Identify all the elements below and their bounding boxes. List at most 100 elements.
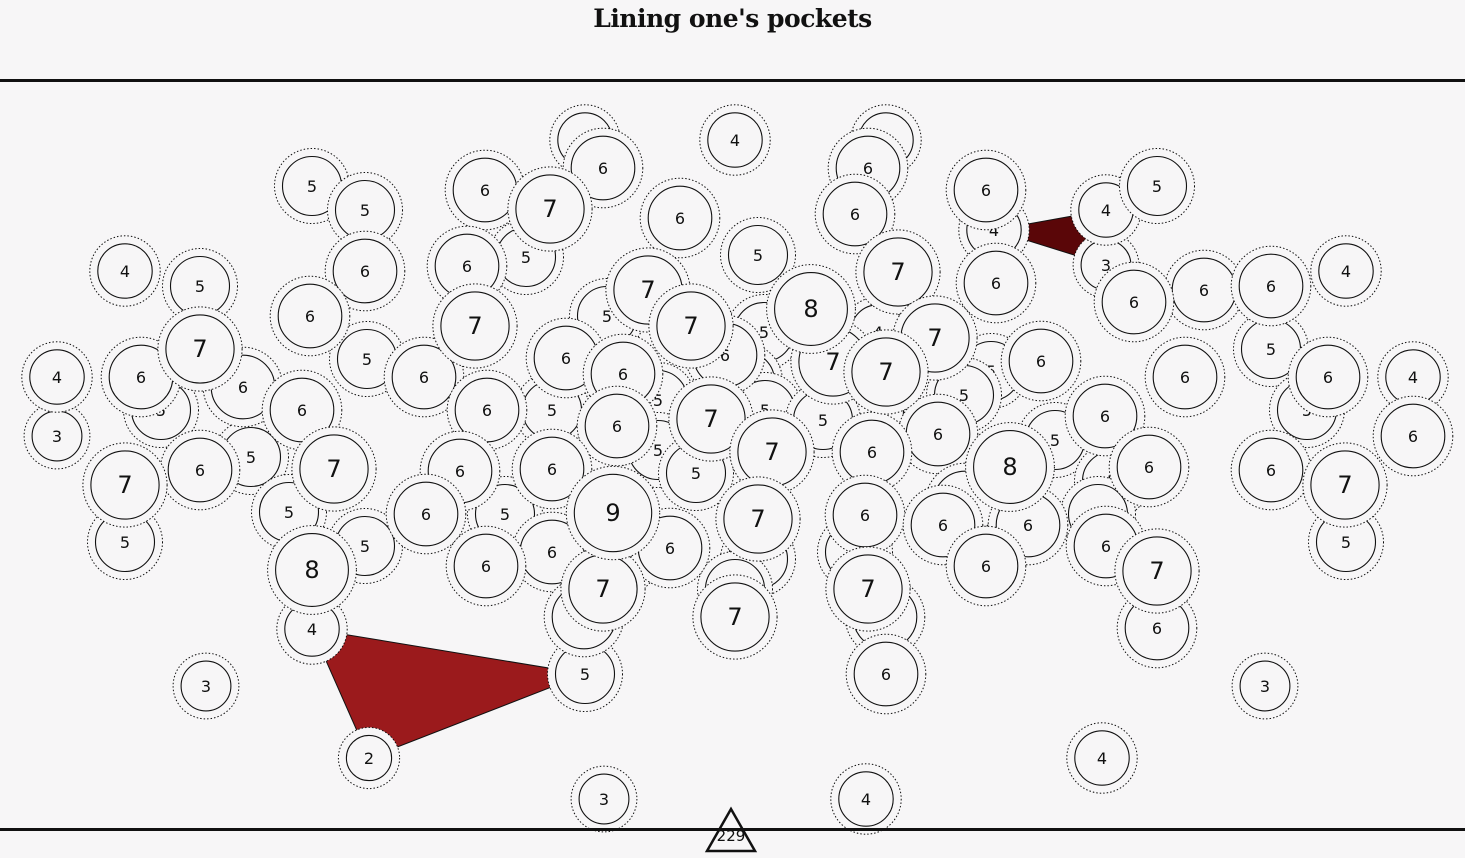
node[interactable]: 4 [1310,235,1382,307]
node[interactable]: 8 [267,525,357,615]
node-ring [345,734,393,782]
node[interactable]: 9 [565,465,661,561]
node[interactable]: 6 [324,230,406,312]
node[interactable]: 4 [1066,722,1138,794]
node-value: 6 [547,460,557,479]
node-value: 6 [863,159,873,178]
node[interactable]: 6 [1287,336,1369,418]
node[interactable]: 3 [23,402,91,470]
node[interactable]: 6 [1000,320,1082,402]
node[interactable]: 6 [1230,429,1312,511]
node[interactable]: 6 [445,525,527,607]
node[interactable]: 6 [383,336,465,418]
node[interactable]: 7 [843,329,929,415]
node[interactable]: 8 [965,422,1055,512]
node[interactable]: 7 [825,546,911,632]
node-value: 7 [683,312,698,340]
node-value: 5 [547,401,557,420]
node-ring [707,112,763,168]
node[interactable]: 6 [1230,245,1312,327]
node[interactable]: 7 [560,546,646,632]
node[interactable]: 5 [327,172,403,248]
node[interactable]: 6 [824,474,906,556]
node-value: 6 [938,516,948,535]
node[interactable]: 7 [507,166,593,252]
node-ring [584,393,650,459]
node-ring [90,450,160,520]
node[interactable]: 6 [1144,336,1226,418]
node-ring [838,771,894,827]
node[interactable]: 7 [157,306,243,392]
node[interactable]: 5 [162,248,238,324]
node-ring [647,185,713,251]
node-value: 6 [561,349,571,368]
node-ring [578,773,630,825]
node[interactable]: 5 [720,217,796,293]
top-boundary-line [0,79,1465,82]
node[interactable]: 6 [1372,395,1454,477]
node[interactable]: 6 [955,242,1037,324]
node[interactable]: 7 [291,426,377,512]
node[interactable]: 6 [576,385,658,467]
node-value: 7 [750,505,765,533]
node-value: 5 [1266,340,1276,359]
node-value: 6 [455,462,465,481]
node[interactable]: 6 [444,149,526,231]
node[interactable]: 7 [692,574,778,660]
node[interactable]: 7 [432,283,518,369]
node-value: 4 [1341,262,1351,281]
node-value: 7 [192,335,207,363]
node[interactable]: 3 [172,652,240,720]
node[interactable]: 2 [337,726,401,790]
node-ring [299,434,369,504]
node[interactable]: 7 [648,283,734,369]
node[interactable]: 6 [945,525,1027,607]
node[interactable]: 6 [1163,249,1245,331]
node-ring [515,174,585,244]
node[interactable]: 7 [855,229,941,315]
node[interactable]: 7 [82,442,168,528]
node[interactable]: 6 [1116,587,1198,669]
node[interactable]: 8 [766,264,856,354]
node[interactable]: 4 [21,341,93,413]
node[interactable]: 3 [1231,652,1299,720]
node[interactable]: 7 [729,409,815,495]
node[interactable]: 6 [845,633,927,715]
node[interactable]: 6 [831,411,913,493]
node-ring [1318,243,1374,299]
node[interactable]: 7 [715,476,801,562]
node-ring [723,484,793,554]
node[interactable]: 6 [385,473,467,555]
node[interactable]: 3 [570,765,638,833]
node-ring [1310,450,1380,520]
node-value: 7 [117,471,132,499]
node[interactable]: 5 [1308,504,1384,580]
node-ring [1295,344,1361,410]
node-value: 5 [691,464,701,483]
node[interactable]: 6 [511,428,593,510]
node[interactable]: 4 [699,104,771,176]
node-ring [973,430,1047,504]
node[interactable]: 7 [1114,528,1200,614]
node-value: 7 [595,575,610,603]
node[interactable]: 4 [830,763,902,835]
node-value: 3 [52,427,62,446]
node-ring [853,641,919,707]
node[interactable]: 6 [1093,261,1175,343]
node[interactable]: 5 [1119,148,1195,224]
node[interactable]: 6 [814,173,896,255]
node[interactable]: 6 [159,429,241,511]
node[interactable]: 4 [89,235,161,307]
node[interactable]: 7 [1302,442,1388,528]
node-value: 5 [360,537,370,556]
node-value: 7 [467,312,482,340]
node[interactable]: 6 [1108,426,1190,508]
node[interactable]: 6 [897,393,979,475]
node[interactable]: 6 [446,369,528,451]
node-value: 6 [1144,458,1154,477]
node-value: 6 [1323,368,1333,387]
node[interactable]: 6 [269,275,351,357]
node[interactable]: 6 [945,149,1027,231]
node[interactable]: 6 [639,177,721,259]
